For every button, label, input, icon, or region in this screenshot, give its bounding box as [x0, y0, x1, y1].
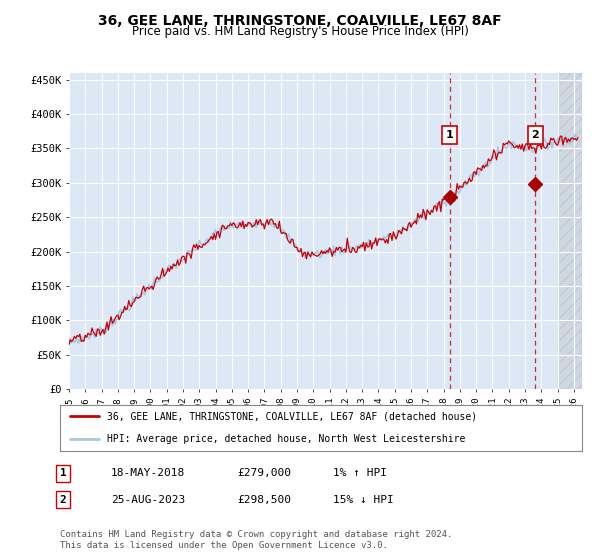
Text: £279,000: £279,000 — [237, 468, 291, 478]
Text: 36, GEE LANE, THRINGSTONE, COALVILLE, LE67 8AF: 36, GEE LANE, THRINGSTONE, COALVILLE, LE… — [98, 14, 502, 28]
Text: 2: 2 — [59, 494, 67, 505]
Text: 36, GEE LANE, THRINGSTONE, COALVILLE, LE67 8AF (detached house): 36, GEE LANE, THRINGSTONE, COALVILLE, LE… — [107, 412, 477, 421]
Text: 1: 1 — [59, 468, 67, 478]
Text: 25-AUG-2023: 25-AUG-2023 — [111, 494, 185, 505]
Text: 1: 1 — [446, 130, 454, 139]
Text: 2: 2 — [532, 130, 539, 139]
Text: HPI: Average price, detached house, North West Leicestershire: HPI: Average price, detached house, Nort… — [107, 435, 466, 444]
Text: 15% ↓ HPI: 15% ↓ HPI — [333, 494, 394, 505]
Text: 18-MAY-2018: 18-MAY-2018 — [111, 468, 185, 478]
Text: This data is licensed under the Open Government Licence v3.0.: This data is licensed under the Open Gov… — [60, 541, 388, 550]
Text: £298,500: £298,500 — [237, 494, 291, 505]
Text: Price paid vs. HM Land Registry's House Price Index (HPI): Price paid vs. HM Land Registry's House … — [131, 25, 469, 38]
Text: Contains HM Land Registry data © Crown copyright and database right 2024.: Contains HM Land Registry data © Crown c… — [60, 530, 452, 539]
Text: 1% ↑ HPI: 1% ↑ HPI — [333, 468, 387, 478]
